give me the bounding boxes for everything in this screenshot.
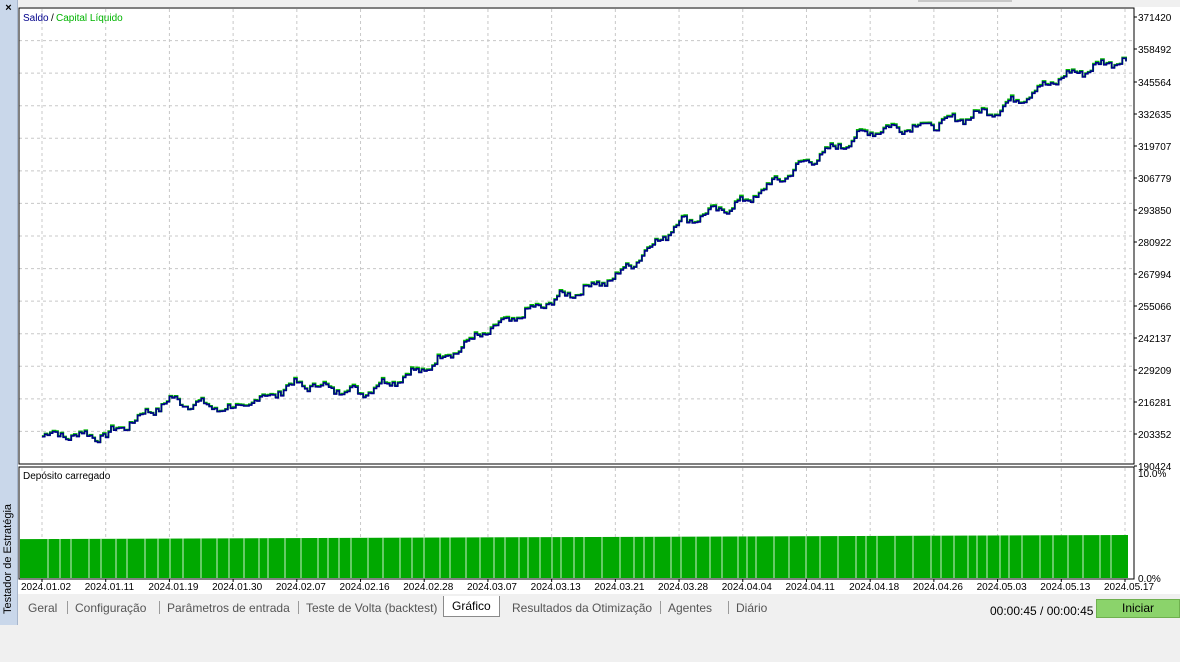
x-tick-label: 2024.02.16 (340, 582, 390, 593)
legend-equity: Capital Líquido (56, 13, 123, 24)
tab-gr-fico[interactable]: Gráfico (443, 596, 500, 617)
deposit-load-tick-max: 10.0% (1138, 469, 1166, 480)
x-tick-label: 2024.01.11 (85, 582, 135, 593)
x-tick-label: 2024.01.30 (212, 582, 262, 593)
main-chart-grid (19, 9, 1134, 463)
tab-separator (298, 601, 299, 614)
tab-par-metros-de-entrada[interactable]: Parâmetros de entrada (167, 601, 290, 615)
y-tick-label: 190424 (1138, 462, 1172, 473)
x-tick-label: 2024.04.18 (849, 582, 899, 593)
y-tick-label: 306779 (1138, 174, 1172, 185)
chart-area: Saldo / Capital Líquido 371420 358492 3455… (18, 7, 1180, 594)
tab-di-rio[interactable]: Diário (736, 601, 768, 615)
start-button[interactable]: Iniciar (1096, 599, 1180, 618)
y-tick-label: 216281 (1138, 398, 1172, 409)
y-axis-labels: 371420 358492 345564 332635 319707 306779 2938… (1134, 13, 1172, 473)
y-tick-label: 242137 (1138, 334, 1172, 345)
close-icon[interactable]: × (5, 2, 12, 14)
tab-configura-o[interactable]: Configuração (75, 601, 147, 615)
y-tick-label: 332635 (1138, 110, 1172, 121)
deposit-load-title: Depósito carregado (23, 471, 111, 482)
x-tick-label: 2024.03.13 (531, 582, 581, 593)
x-tick-label: 2024.04.26 (913, 582, 963, 593)
tab-separator (660, 601, 661, 614)
y-tick-label: 255066 (1138, 302, 1172, 313)
equity-line (42, 56, 1127, 443)
x-tick-label: 2024.03.07 (467, 582, 517, 593)
x-tick-label: 2024.05.13 (1040, 582, 1090, 593)
top-window-strip (918, 0, 1012, 2)
x-tick-label: 2024.02.28 (403, 582, 453, 593)
y-tick-label: 229209 (1138, 366, 1172, 377)
tab-separator (728, 601, 729, 614)
x-tick-label: 2024.05.03 (977, 582, 1027, 593)
deposit-load-tick-min: 0.0% (1138, 574, 1161, 585)
x-tick-label: 2024.04.11 (785, 582, 835, 593)
sub-chart-frame (18, 466, 1135, 580)
x-tick-label: 2024.03.21 (594, 582, 644, 593)
x-tick-label: 2024.04.04 (722, 582, 772, 593)
x-tick-label: 2024.01.02 (21, 582, 71, 593)
y-tick-label: 293850 (1138, 206, 1172, 217)
y-tick-label: 319707 (1138, 142, 1172, 153)
x-tick-label: 2024.05.17 (1104, 582, 1154, 593)
x-tick-label: 2024.03.28 (658, 582, 708, 593)
y-tick-label: 371420 (1138, 13, 1172, 24)
x-tick-label: 2024.01.19 (148, 582, 198, 593)
strategy-tester-side-panel: × Testador de Estratégia (0, 0, 18, 625)
x-tick-label: 2024.02.07 (276, 582, 326, 593)
side-panel-title: Testador de Estratégia (2, 503, 14, 615)
tab-resultados-da-otimiza-o[interactable]: Resultados da Otimização (512, 601, 653, 615)
tab-agentes[interactable]: Agentes (668, 601, 713, 615)
bottom-tab-bar: Geral Configuração Parâmetros de entrada Te… (18, 595, 1180, 625)
tab-separator (67, 601, 68, 614)
y-tick-label: 358492 (1138, 45, 1172, 56)
main-plot (42, 56, 1127, 444)
tab-separator (159, 601, 160, 614)
legend-separator: / (51, 13, 54, 24)
y-tick-label: 280922 (1138, 238, 1172, 249)
deposit-load-plot (20, 535, 1128, 578)
tab-teste-de-volta-backtest[interactable]: Teste de Volta (backtest) (306, 601, 438, 615)
y-tick-label: 345564 (1138, 78, 1172, 89)
legend-balance: Saldo (23, 13, 49, 24)
y-tick-label: 267994 (1138, 270, 1172, 281)
x-axis-labels: 2024.01.02 2024.01.11 2024.01.19 2024.01.30… (21, 579, 1154, 593)
balance-line (42, 57, 1127, 444)
tab-geral[interactable]: Geral (28, 601, 58, 615)
main-chart-frame (18, 7, 1135, 465)
y-tick-label: 203352 (1138, 430, 1172, 441)
elapsed-timer: 00:00:45 / 00:00:45 (990, 604, 1094, 618)
